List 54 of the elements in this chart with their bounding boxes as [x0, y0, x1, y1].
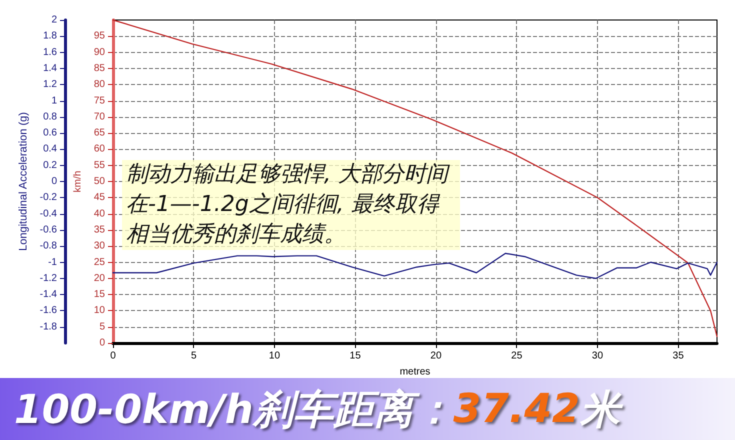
x-tick-label: 30 — [592, 350, 604, 362]
y2-tick-label: 1.2 — [43, 79, 58, 90]
y2-tick-label: -0.6 — [40, 224, 58, 236]
y2-tick-label: -0.2 — [40, 192, 58, 204]
x-tick-label: 0 — [110, 350, 116, 362]
x-tick-label: 10 — [268, 350, 280, 362]
y2-axis-title: Longitudinal Acceleration (g) — [17, 112, 30, 251]
x-tick-label: 20 — [430, 350, 442, 362]
line-series — [112, 252, 718, 279]
y2-tick-label: 0.2 — [43, 160, 58, 171]
y-tick-label: 80 — [94, 79, 106, 90]
y-tick-label: 15 — [94, 289, 106, 300]
y-tick-label: 50 — [94, 176, 106, 187]
y-tick-label: 30 — [94, 240, 106, 252]
y2-tick-label: 2 — [51, 14, 58, 26]
annotation: 制动力输出足够强悍, 大部分时间在-1—-1.2g之间徘徊, 最终取得相当优秀的刹车成绩。 — [122, 160, 460, 250]
x-axis-title: metres — [400, 366, 430, 378]
y2-tick-label: -0.8 — [40, 240, 58, 252]
y-tick-label: 65 — [94, 128, 106, 139]
y2-tick-label: -1.4 — [40, 289, 58, 300]
y-tick-label: 10 — [94, 305, 106, 316]
y-tick-label: 85 — [94, 62, 106, 74]
y2-tick-label: 1.6 — [43, 46, 58, 58]
y2-tick-label: -1.6 — [40, 305, 58, 316]
y-tick-label: 20 — [94, 272, 106, 284]
y2-tick-label: -1.2 — [40, 272, 58, 284]
line-series — [112, 19, 718, 338]
y2-tick-label: -0.4 — [40, 208, 58, 220]
y-tick-label: 5 — [99, 321, 106, 332]
y-tick-label: 45 — [94, 192, 106, 204]
y-tick-label: 25 — [94, 256, 106, 268]
y-tick-label: 60 — [94, 144, 106, 155]
x-tick-label: 25 — [511, 350, 523, 362]
y-tick-label: 75 — [94, 95, 106, 106]
y2-tick-label: 0.8 — [43, 111, 58, 122]
y2-tick-label: 0.6 — [43, 128, 58, 139]
y2-tick-label: -1.8 — [40, 321, 58, 332]
x-tick-label: 15 — [350, 350, 362, 362]
x-tick-label: 35 — [672, 350, 684, 362]
y-tick-label: 90 — [94, 46, 106, 58]
y-tick-label: 35 — [94, 224, 106, 236]
x-tick-label: 5 — [190, 350, 197, 362]
y-tick-label: 0 — [99, 338, 106, 348]
y-tick-label: 40 — [94, 208, 106, 220]
y2-tick-label: 0 — [51, 176, 58, 187]
y-axis-title: km/h — [72, 170, 84, 192]
y-tick-label: 70 — [94, 111, 106, 122]
y-tick-label: 95 — [94, 30, 106, 42]
y2-tick-label: 1 — [51, 95, 58, 106]
y2-tick-label: 0.4 — [43, 144, 58, 155]
y2-tick-label: 1.8 — [43, 30, 58, 42]
y2-tick-label: -1 — [48, 256, 58, 268]
y-tick-label: 55 — [94, 160, 106, 171]
y2-tick-label: 1.4 — [43, 62, 58, 74]
